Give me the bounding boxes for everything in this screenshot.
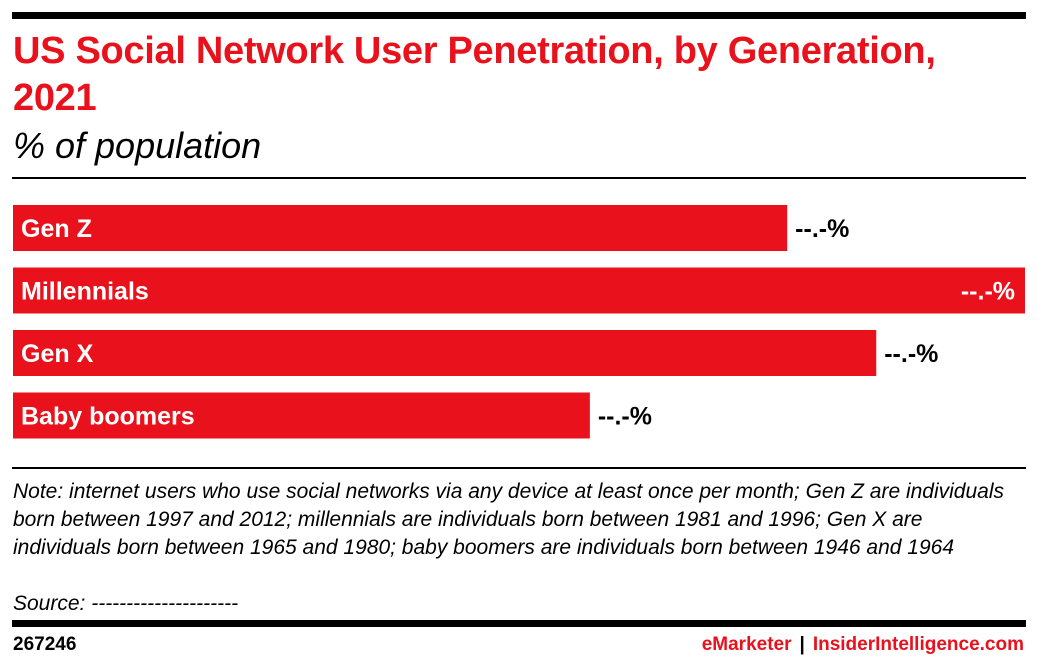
value-label: --.-%: [961, 278, 1015, 306]
top-rule: [12, 12, 1026, 19]
value-label: --.-%: [884, 340, 938, 368]
chart-id: 267246: [13, 634, 77, 655]
value-label: --.-%: [795, 215, 849, 243]
category-label: Gen Z: [21, 215, 92, 243]
category-label: Millennials: [21, 278, 149, 306]
bottom-rule: [12, 620, 1026, 627]
value-label: --.-%: [598, 403, 652, 431]
brand-emarketer: eMarketer: [701, 634, 792, 655]
bar-chart: Gen Z --.-% Millennials --.-% Gen X --.-% Baby…: [13, 205, 1025, 439]
bar-gen-x: [13, 330, 877, 376]
chart-note: Note: internet users who use social netw…: [13, 480, 1005, 559]
title-divider: [12, 177, 1026, 179]
bar-millennials: [13, 267, 1025, 314]
chart-source: Source: ---------------------: [13, 592, 239, 615]
category-label: Gen X: [21, 340, 94, 368]
brand-insider-intelligence: InsiderIntelligence.com: [812, 634, 1024, 655]
bar-gen-z: [13, 205, 788, 251]
credits: eMarketer | InsiderIntelligence.com: [702, 634, 1024, 656]
category-label: Baby boomers: [21, 403, 195, 431]
brand-separator: |: [799, 634, 805, 655]
note-divider: [12, 467, 1026, 469]
chart-subtitle: % of population: [13, 125, 262, 166]
bar-baby-boomers: [13, 392, 590, 439]
chart-title: US Social Network User Penetration, by G…: [13, 30, 936, 119]
